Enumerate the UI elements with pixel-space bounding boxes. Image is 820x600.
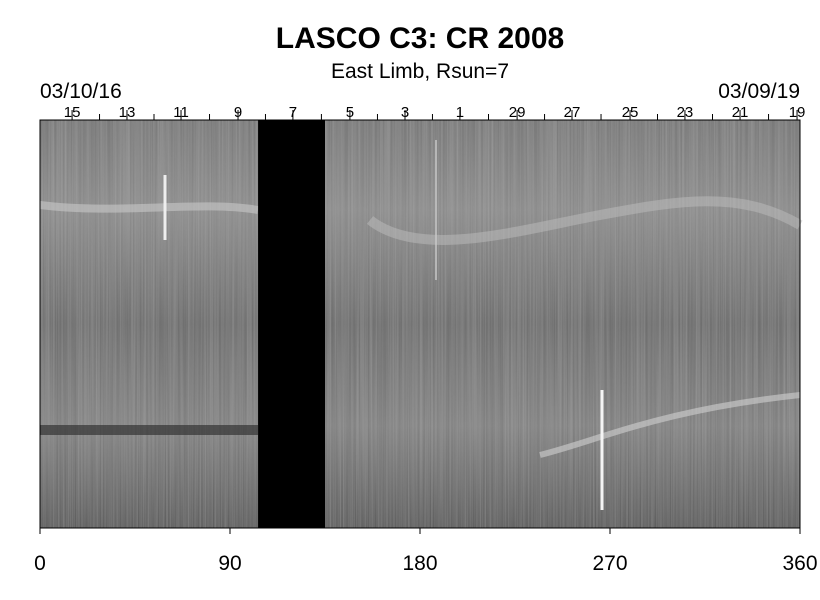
- day-tick-label: 19: [789, 104, 806, 121]
- day-tick-label: 1: [456, 104, 464, 121]
- day-tick-label: 27: [564, 104, 581, 121]
- day-tick-label: 21: [732, 104, 749, 121]
- x-tick-label: 90: [218, 552, 241, 575]
- chart-subtitle: East Limb, Rsun=7: [331, 60, 509, 83]
- day-tick-label: 13: [119, 104, 136, 121]
- day-tick-label: 9: [234, 104, 242, 121]
- data-gap: [258, 120, 325, 528]
- x-tick-label: 180: [402, 552, 437, 575]
- day-tick-label: 23: [677, 104, 694, 121]
- day-tick-label: 7: [289, 104, 297, 121]
- day-tick-label: 25: [622, 104, 639, 121]
- start-date: 03/10/16: [40, 80, 122, 103]
- day-tick-label: 5: [346, 104, 354, 121]
- map-image: [39, 120, 803, 528]
- day-tick-label: 29: [509, 104, 526, 121]
- day-tick-label: 15: [64, 104, 81, 121]
- day-tick-label: 3: [401, 104, 409, 121]
- day-tick-label: 11: [173, 104, 189, 121]
- end-date: 03/09/19: [718, 80, 800, 103]
- x-tick-label: 0: [34, 552, 46, 575]
- x-tick-label: 360: [782, 552, 817, 575]
- x-tick-label: 270: [592, 552, 627, 575]
- chart-title: LASCO C3: CR 2008: [276, 22, 564, 55]
